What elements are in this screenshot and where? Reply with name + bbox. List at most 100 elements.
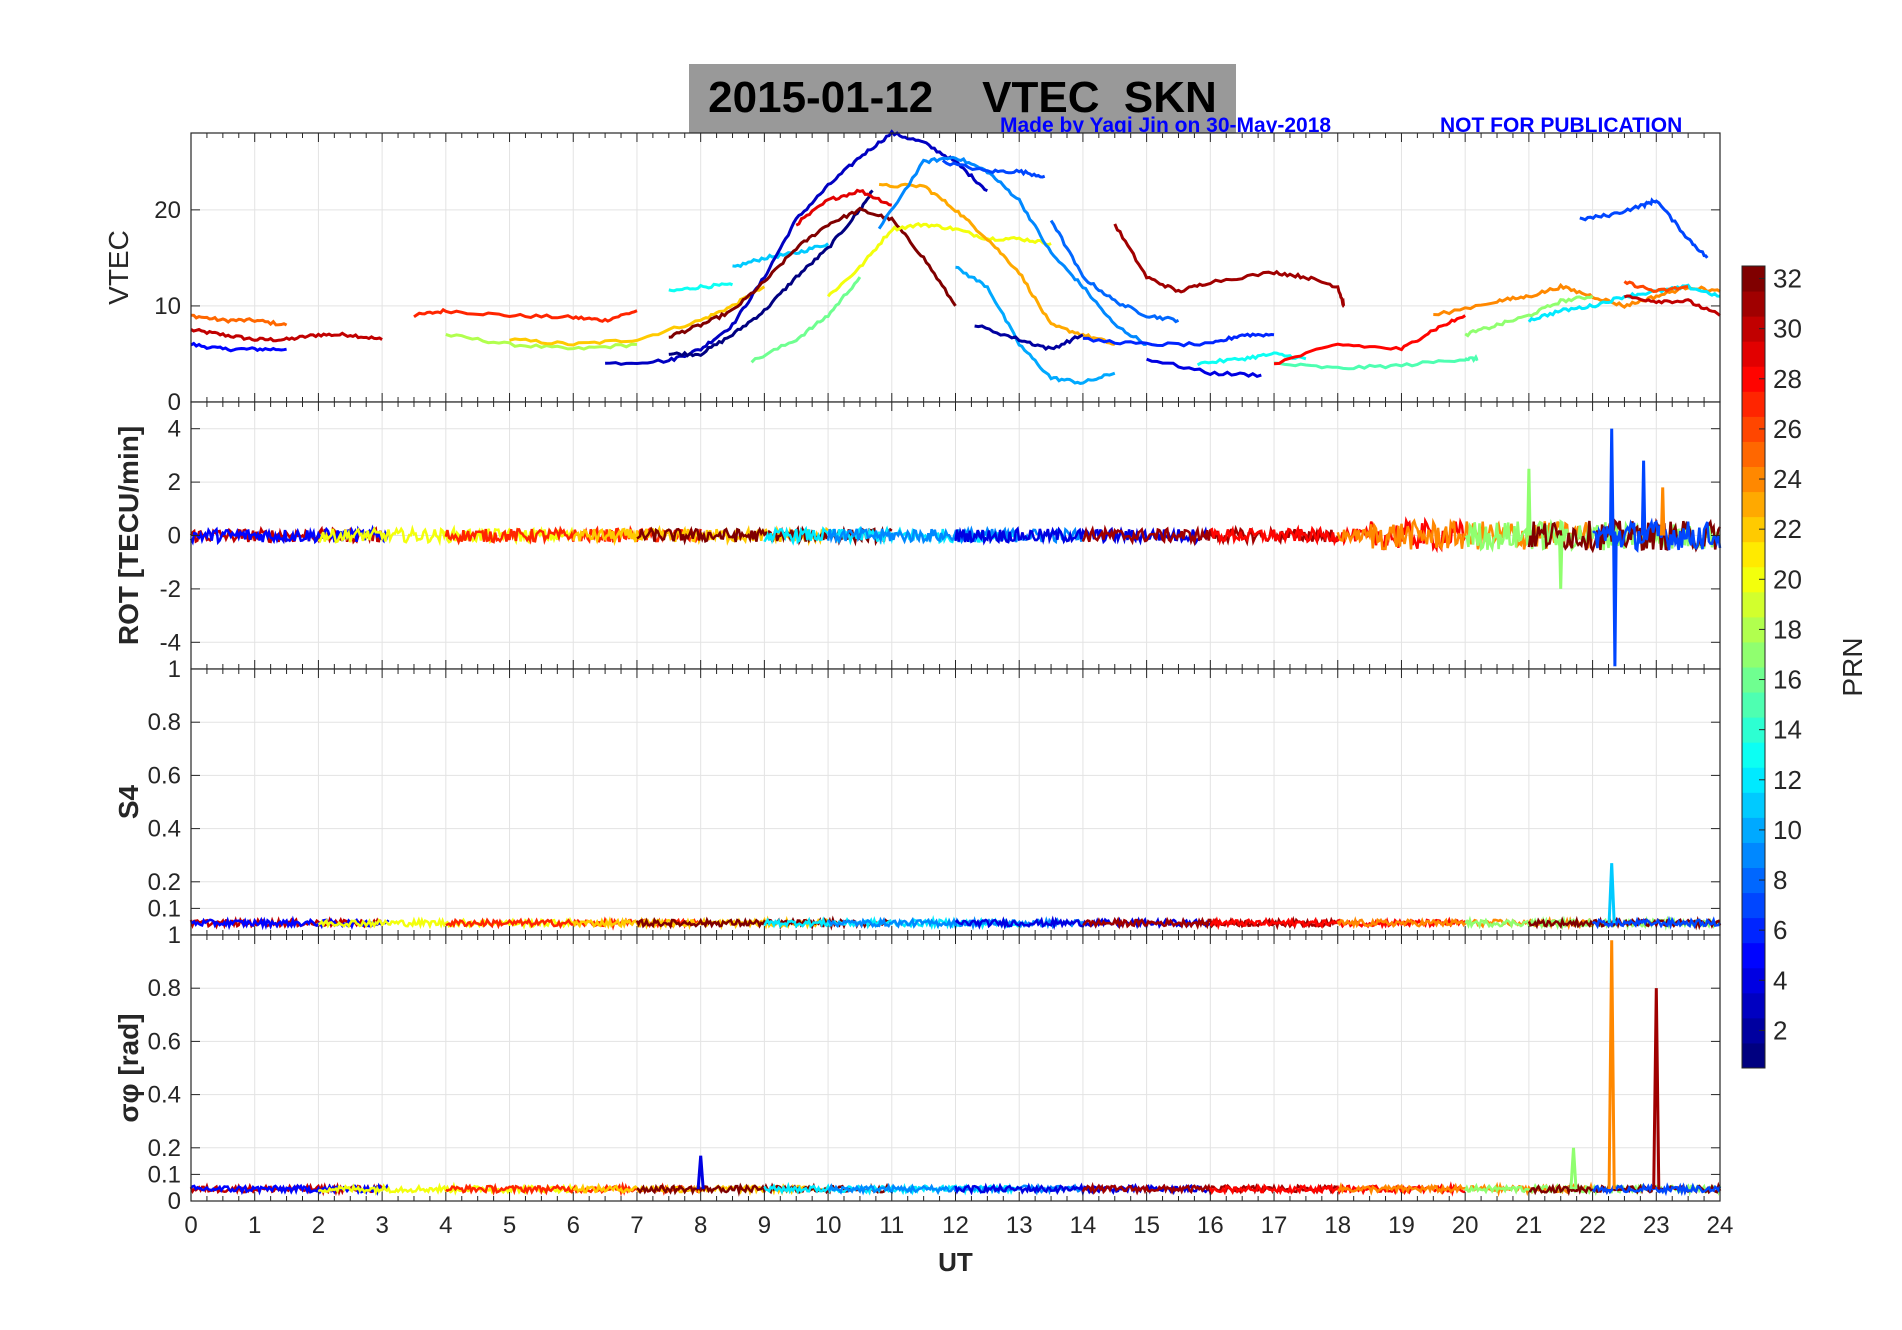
colorbar-swatch-9 bbox=[1742, 842, 1765, 868]
colorbar-frame bbox=[1741, 265, 1766, 1069]
y-tick-label: 0.2 bbox=[148, 1135, 181, 1162]
peak-prn-24 bbox=[1659, 487, 1666, 536]
y-tick-label: 0 bbox=[168, 523, 181, 550]
x-tick-label: 11 bbox=[879, 1212, 904, 1239]
colorbar-swatch-1 bbox=[1742, 1042, 1765, 1069]
y-tick-label: 0 bbox=[168, 389, 181, 416]
colorbar-swatch-18 bbox=[1742, 616, 1765, 643]
colorbar-swatch-11 bbox=[1742, 792, 1765, 818]
y-tick-label: 0 bbox=[168, 1188, 181, 1215]
x-tick-label: 4 bbox=[439, 1212, 452, 1239]
x-tick-label: 5 bbox=[503, 1212, 516, 1239]
series-line-prn-32 bbox=[668, 206, 957, 339]
x-tick-label: 23 bbox=[1643, 1212, 1670, 1239]
colorbar-swatch-16 bbox=[1742, 667, 1765, 693]
series-line-prn-11 bbox=[732, 242, 830, 269]
series-line-prn-31 bbox=[1113, 223, 1346, 308]
x-tick-label: 19 bbox=[1388, 1212, 1415, 1239]
y-tick-label: 0.2 bbox=[148, 869, 181, 896]
x-tick-label: 3 bbox=[375, 1212, 388, 1239]
colorbar-swatch-20 bbox=[1742, 566, 1765, 593]
series-line-prn-6 bbox=[1082, 332, 1275, 348]
colorbar-tick-label: 4 bbox=[1773, 965, 1787, 995]
colorbar-swatch-28 bbox=[1742, 366, 1765, 392]
colorbar-tick-label: 2 bbox=[1773, 1015, 1787, 1045]
peak-prn-7 bbox=[1640, 460, 1647, 536]
y-tick-label: -2 bbox=[160, 576, 181, 603]
panel-sigma_phi: 00.10.20.40.60.810 1 2 3 4 5 6 7 8 9 10 11 12 13 14 15 1… bbox=[113, 922, 1733, 1277]
colorbar-swatch-19 bbox=[1742, 591, 1765, 618]
series-line-prn-13 bbox=[1196, 351, 1307, 367]
x-tick-label: 7 bbox=[630, 1212, 643, 1239]
colorbar-swatch-13 bbox=[1742, 742, 1765, 768]
colorbar-swatch-8 bbox=[1742, 867, 1765, 894]
y-tick-label: 0.1 bbox=[148, 895, 181, 922]
colorbar-tick-label: 20 bbox=[1773, 564, 1802, 594]
x-tick-label: 17 bbox=[1261, 1212, 1288, 1239]
colorbar-tick-label: 30 bbox=[1773, 314, 1802, 344]
colorbar-tick-label: 12 bbox=[1773, 765, 1802, 795]
series-line-prn-2 bbox=[974, 324, 1084, 352]
series-line-prn-30 bbox=[190, 327, 383, 343]
series-group bbox=[190, 129, 1721, 385]
y-tick-label: 0.6 bbox=[148, 1028, 181, 1055]
y-tick-label: 0.8 bbox=[148, 709, 181, 736]
series-line-prn-29 bbox=[795, 188, 893, 227]
colorbar-swatch-21 bbox=[1742, 541, 1765, 568]
x-tick-label: 12 bbox=[942, 1212, 969, 1239]
peak-prn-24 bbox=[1607, 940, 1616, 1190]
colorbar-tick-label: 24 bbox=[1773, 464, 1802, 494]
x-tick-label: 15 bbox=[1133, 1212, 1160, 1239]
colorbar-label: PRN bbox=[1837, 637, 1868, 696]
series-line-prn-23 bbox=[878, 182, 1116, 346]
title-background bbox=[689, 64, 1236, 133]
trace-prn-17 bbox=[1464, 518, 1721, 553]
trace-prn-32 bbox=[636, 525, 893, 547]
colorbar-swatch-4 bbox=[1742, 967, 1765, 994]
colorbar-tick-label: 32 bbox=[1773, 264, 1802, 294]
trace-prn-12 bbox=[763, 1181, 1020, 1196]
series-line-prn-8 bbox=[1049, 219, 1180, 324]
y-axis-label: VTEC bbox=[103, 230, 134, 305]
x-axis-label: UT bbox=[938, 1247, 973, 1277]
peak-prn-7 bbox=[1612, 535, 1618, 667]
colorbar-swatch-26 bbox=[1742, 416, 1765, 442]
colorbar-swatch-14 bbox=[1742, 717, 1765, 743]
trace-prn-5 bbox=[190, 1182, 390, 1196]
series-group bbox=[189, 863, 1722, 931]
colorbar-tick-label: 16 bbox=[1773, 665, 1802, 695]
peak-prn-7 bbox=[1608, 428, 1615, 536]
credit-text: Made by Yaqi Jin on 30-May-2018 bbox=[1000, 114, 1332, 137]
colorbar-swatch-24 bbox=[1742, 466, 1765, 493]
x-tick-label: 10 bbox=[815, 1212, 842, 1239]
colorbar-swatch-23 bbox=[1742, 491, 1765, 518]
colorbar-swatch-3 bbox=[1742, 992, 1765, 1019]
peak-prn-17 bbox=[1569, 1147, 1578, 1190]
colorbar-swatch-15 bbox=[1742, 692, 1765, 718]
series-line-prn-30 bbox=[1623, 294, 1721, 317]
x-tick-label: 9 bbox=[758, 1212, 771, 1239]
y-tick-label: 0.6 bbox=[148, 762, 181, 789]
colorbar-tick-label: 10 bbox=[1773, 815, 1802, 845]
x-tick-label: 20 bbox=[1452, 1212, 1479, 1239]
y-tick-label: 2 bbox=[168, 469, 181, 496]
colorbar-swatch-32 bbox=[1742, 266, 1765, 292]
y-axis-label: σφ [rad] bbox=[113, 1013, 144, 1122]
colorbar-swatch-2 bbox=[1742, 1017, 1765, 1044]
y-axis-label: ROT [TECU/min] bbox=[113, 426, 144, 645]
chart-title: 2015-01-12 VTEC SKN bbox=[708, 73, 1217, 122]
series-line-prn-27 bbox=[413, 307, 638, 323]
peak-prn-4 bbox=[696, 1155, 705, 1190]
x-tick-label: 24 bbox=[1707, 1212, 1734, 1239]
series-line-prn-16 bbox=[750, 276, 862, 364]
series-line-prn-17 bbox=[1464, 294, 1594, 338]
colorbar-tick-label: 22 bbox=[1773, 514, 1802, 544]
series-line-prn-18 bbox=[445, 332, 638, 351]
y-tick-label: 0.4 bbox=[148, 816, 181, 843]
x-tick-label: 21 bbox=[1516, 1212, 1543, 1239]
trace-prn-28 bbox=[1209, 516, 1467, 554]
colorbar-tick-label: 28 bbox=[1773, 364, 1802, 394]
x-tick-label: 13 bbox=[1006, 1212, 1033, 1239]
y-tick-label: 20 bbox=[154, 197, 181, 224]
colorbar-swatch-6 bbox=[1742, 917, 1765, 944]
